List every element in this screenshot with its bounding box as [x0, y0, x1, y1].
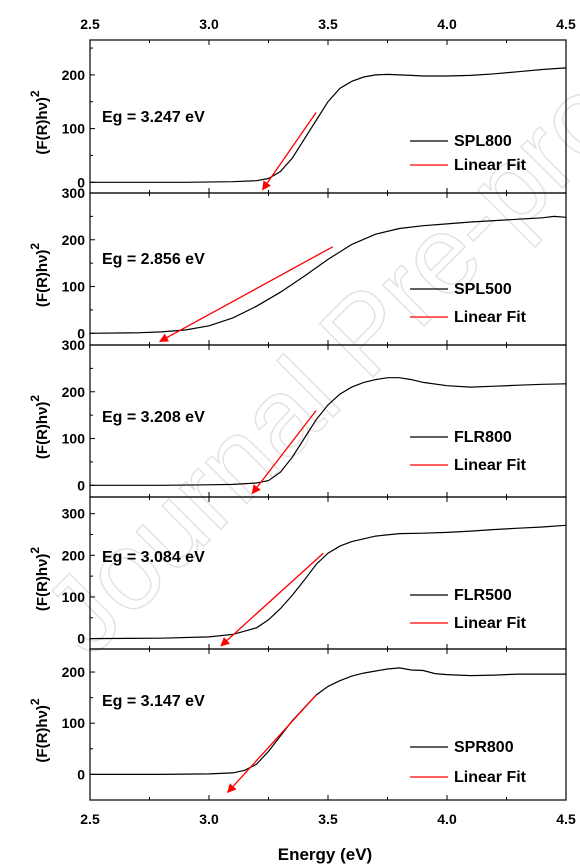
y-tick-label: 200 — [62, 384, 86, 400]
series-line-spl500 — [89, 215, 567, 334]
y-axis-label-base: (F(R)hν) — [34, 250, 51, 307]
x-axis-label: Energy (eV) — [278, 845, 372, 864]
linear-fit-line — [220, 552, 324, 647]
y-axis-label: (F(R)hν)2 — [28, 395, 51, 459]
y-tick-label: 200 — [62, 664, 86, 680]
y-axis-label-exponent: 2 — [28, 547, 42, 554]
y-tick-label: 300 — [62, 337, 86, 353]
y-tick-label: 0 — [77, 631, 85, 647]
x-tick-label-bottom: 4.0 — [437, 811, 457, 827]
series-line-spr800 — [90, 667, 566, 775]
legend-label-data: SPL800 — [454, 133, 512, 150]
y-axis-label-base: (F(R)hν) — [34, 554, 51, 611]
y-axis-label-exponent: 2 — [28, 698, 42, 705]
y-tick-label: 300 — [62, 185, 86, 201]
legend-label-fit: Linear Fit — [454, 615, 527, 632]
y-tick-label: 100 — [62, 279, 86, 295]
y-tick-label: 0 — [77, 477, 85, 493]
x-tick-label-top: 4.5 — [556, 16, 576, 32]
linear-fit-line — [158, 246, 334, 343]
y-tick-label: 200 — [62, 67, 86, 83]
band-gap-label: Eg = 2.856 eV — [102, 251, 205, 268]
x-tick-label-top: 3.5 — [318, 16, 338, 32]
band-gap-label: Eg = 3.247 eV — [102, 109, 205, 126]
panel-1: 0 100 200 (F(R)hν)2 Eg = 3.247 eV SPL800 Linea… — [28, 39, 567, 194]
y-tick-label: 0 — [77, 766, 85, 782]
legend-label-fit: Linear Fit — [454, 457, 527, 474]
y-tick-label: 0 — [77, 174, 85, 190]
y-axis-label-base: (F(R)hν) — [34, 97, 51, 154]
y-tick-label: 100 — [62, 431, 86, 447]
panel-5: 0 100 200 (F(R)hν)2 Eg = 3.147 eV SPR800 Linea… — [28, 648, 567, 801]
y-tick-label: 300 — [62, 506, 86, 522]
y-axis-label-base: (F(R)hν) — [34, 705, 51, 762]
y-tick-label: 100 — [62, 715, 86, 731]
y-axis-label: (F(R)hν)2 — [28, 698, 51, 762]
x-tick-label-bottom: 2.5 — [80, 811, 100, 827]
band-gap-label: Eg = 3.084 eV — [102, 549, 205, 566]
legend-label-data: FLR800 — [454, 429, 512, 446]
y-axis-label-exponent: 2 — [28, 90, 42, 97]
watermark-text: Journal Pre-proof — [20, 0, 580, 677]
legend-label-fit: Linear Fit — [454, 769, 527, 786]
x-tick-label-top: 3.0 — [199, 16, 219, 32]
y-tick-label: 200 — [62, 547, 86, 563]
x-tick-label-top: 2.5 — [80, 16, 100, 32]
linear-fit-line — [251, 410, 317, 495]
x-tick-label-bottom: 4.5 — [556, 811, 576, 827]
y-tick-label: 100 — [62, 589, 86, 605]
series-line-spl800 — [90, 67, 567, 183]
y-axis-label-base: (F(R)hν) — [34, 402, 51, 459]
linear-fit-line — [227, 694, 317, 793]
series-line-flr500 — [89, 524, 567, 640]
panel-4: 0 100 200 300 (F(R)hν)2 Eg = 3.084 eV FLR500 Li… — [28, 496, 567, 650]
legend-label-fit: Linear Fit — [454, 157, 527, 174]
y-tick-label: 200 — [62, 232, 86, 248]
y-axis-label-exponent: 2 — [28, 395, 42, 402]
y-axis-label: (F(R)hν)2 — [28, 547, 51, 611]
legend-label-data: FLR500 — [454, 587, 512, 604]
legend-label-fit: Linear Fit — [454, 309, 527, 326]
band-gap-label: Eg = 3.147 eV — [102, 693, 205, 710]
x-tick-label-top: 4.0 — [437, 16, 457, 32]
band-gap-label: Eg = 3.208 eV — [102, 409, 205, 426]
linear-fit-line — [262, 112, 317, 191]
y-axis-label-exponent: 2 — [28, 243, 42, 250]
y-tick-label: 0 — [77, 325, 85, 341]
legend-label-data: SPR800 — [454, 739, 514, 756]
x-tick-label-bottom: 3.5 — [318, 811, 338, 827]
x-tick-label-bottom: 3.0 — [199, 811, 219, 827]
legend-label-data: SPL500 — [454, 281, 512, 298]
y-tick-label: 100 — [62, 121, 86, 137]
series-line-flr800 — [90, 377, 567, 486]
y-axis-label: (F(R)hν)2 — [28, 243, 51, 307]
y-axis-label: (F(R)hν)2 — [28, 90, 51, 154]
